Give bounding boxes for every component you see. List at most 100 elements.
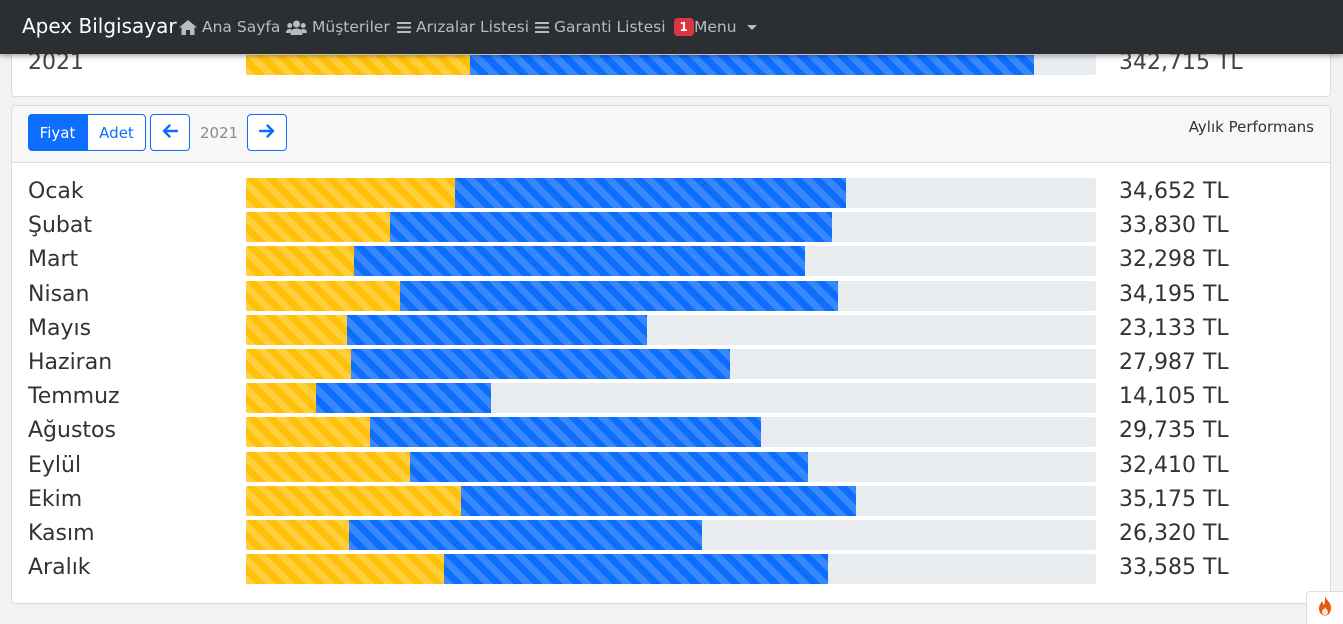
month-progress-track xyxy=(246,485,1096,516)
month-row: Kasım 26,320 TL xyxy=(12,520,1330,550)
month-label: Ocak xyxy=(28,179,84,204)
month-segment-primary xyxy=(350,349,731,379)
month-label: Mart xyxy=(28,247,79,273)
month-label: Ağustos xyxy=(28,418,116,444)
nav-menu-dropdown[interactable]: Menu xyxy=(694,17,757,37)
month-row: Mart 32,298 TL xyxy=(12,246,1330,277)
month-progress-track xyxy=(246,417,1096,448)
month-progress-track xyxy=(246,383,1096,414)
selected-year: 2021 xyxy=(200,124,239,142)
count-toggle-button[interactable]: Adet xyxy=(87,114,146,151)
month-row: Ekim 35,175 TL xyxy=(12,485,1330,516)
month-segment-primary xyxy=(315,383,491,414)
month-segment-warning xyxy=(246,417,371,448)
month-value: 27,987 TL xyxy=(1119,350,1229,375)
month-label: Mayıs xyxy=(28,315,92,341)
month-row: Mayıs 23,133 TL xyxy=(12,314,1330,345)
card-header: Fiyat Adet 2021 Aylık Performans xyxy=(12,106,1330,163)
month-value: 14,105 TL xyxy=(1119,384,1229,410)
yearly-segment-primary xyxy=(470,55,1034,75)
month-segment-warning xyxy=(246,178,456,208)
month-segment-primary xyxy=(399,280,838,311)
month-progress-track xyxy=(246,212,1096,243)
list-icon xyxy=(397,21,411,34)
users-icon xyxy=(286,20,307,35)
month-label: Eylül xyxy=(28,452,82,478)
month-segment-primary xyxy=(410,451,808,482)
month-segment-primary xyxy=(347,314,648,345)
yearly-value: 342,715 TL xyxy=(1119,50,1243,75)
month-value: 35,175 TL xyxy=(1119,486,1229,512)
month-value: 26,320 TL xyxy=(1119,521,1229,546)
month-segment-warning xyxy=(246,314,348,345)
price-toggle-button[interactable]: Fiyat xyxy=(28,114,87,151)
nav-faults[interactable]: Arızalar Listesi xyxy=(397,17,529,37)
month-segment-warning xyxy=(246,451,411,482)
nav-customers-label: Müşteriler xyxy=(312,18,390,36)
yearly-segment-warning xyxy=(246,55,471,75)
month-row: Temmuz 14,105 TL xyxy=(12,383,1330,414)
month-value: 23,133 TL xyxy=(1119,315,1229,341)
month-row: Nisan 34,195 TL xyxy=(12,280,1330,311)
home-icon xyxy=(179,19,197,35)
month-segment-primary xyxy=(348,520,702,550)
month-segment-warning xyxy=(246,383,316,414)
nav-customers[interactable]: Müşteriler xyxy=(286,17,390,37)
next-year-button[interactable] xyxy=(247,114,287,151)
nav-home-label: Ana Sayfa xyxy=(202,18,281,36)
month-row: Haziran 27,987 TL xyxy=(12,349,1330,379)
month-value: 32,298 TL xyxy=(1119,247,1229,273)
month-row: Eylül 32,410 TL xyxy=(12,451,1330,482)
fire-icon xyxy=(1317,596,1333,620)
monthly-performance-card: Fiyat Adet 2021 Aylık Performans Ocak 34,… xyxy=(11,105,1331,604)
month-segment-warning xyxy=(246,349,351,379)
nav-faults-label: Arızalar Listesi xyxy=(416,18,530,36)
warranty-count-badge: 1 xyxy=(673,18,694,36)
month-label: Nisan xyxy=(28,281,90,307)
month-label: Şubat xyxy=(28,213,92,239)
month-segment-warning xyxy=(246,554,445,585)
nav-warranty-label: Garanti Listesi xyxy=(554,18,666,36)
month-segment-warning xyxy=(246,280,400,311)
fire-button[interactable] xyxy=(1306,591,1343,624)
yearly-label: 2021 xyxy=(28,50,84,75)
month-progress-track xyxy=(246,314,1096,345)
month-row: Ağustos 29,735 TL xyxy=(12,417,1330,448)
month-row: Aralık 33,585 TL xyxy=(12,554,1330,585)
month-value: 33,585 TL xyxy=(1119,555,1229,581)
top-navbar: Apex Bilgisayar Ana Sayfa Müşteriler Arı… xyxy=(0,0,1343,54)
month-segment-primary xyxy=(461,485,857,516)
month-segment-primary xyxy=(455,178,847,208)
monthly-performance-title: Aylık Performans xyxy=(1188,118,1314,136)
nav-menu-label: Menu xyxy=(694,18,737,36)
month-progress-track xyxy=(246,554,1096,585)
month-segment-primary xyxy=(353,246,806,277)
month-label: Aralık xyxy=(28,555,91,581)
month-progress-track xyxy=(246,451,1096,482)
month-label: Kasım xyxy=(28,521,95,546)
month-segment-warning xyxy=(246,520,349,550)
yearly-progress-track xyxy=(246,55,1096,75)
month-label: Temmuz xyxy=(28,384,120,410)
nav-warranty[interactable]: Garanti Listesi 1 xyxy=(535,17,694,37)
month-segment-warning xyxy=(246,212,390,243)
month-row: Şubat 33,830 TL xyxy=(12,212,1330,243)
month-progress-track xyxy=(246,349,1096,379)
month-value: 34,652 TL xyxy=(1119,179,1229,204)
month-value: 29,735 TL xyxy=(1119,418,1229,444)
arrow-right-icon xyxy=(258,123,275,142)
month-label: Ekim xyxy=(28,486,83,512)
month-progress-track xyxy=(246,280,1096,311)
nav-home[interactable]: Ana Sayfa xyxy=(179,17,280,37)
arrow-left-icon xyxy=(162,123,179,142)
month-value: 32,410 TL xyxy=(1119,452,1229,478)
month-value: 33,830 TL xyxy=(1119,213,1229,239)
month-label: Haziran xyxy=(28,350,113,375)
month-progress-track xyxy=(246,178,1096,208)
previous-year-button[interactable] xyxy=(150,114,190,151)
month-segment-warning xyxy=(246,485,462,516)
month-segment-primary xyxy=(370,417,762,448)
month-progress-track xyxy=(246,246,1096,277)
list-icon xyxy=(535,21,549,34)
brand-logo[interactable]: Apex Bilgisayar xyxy=(22,14,177,38)
